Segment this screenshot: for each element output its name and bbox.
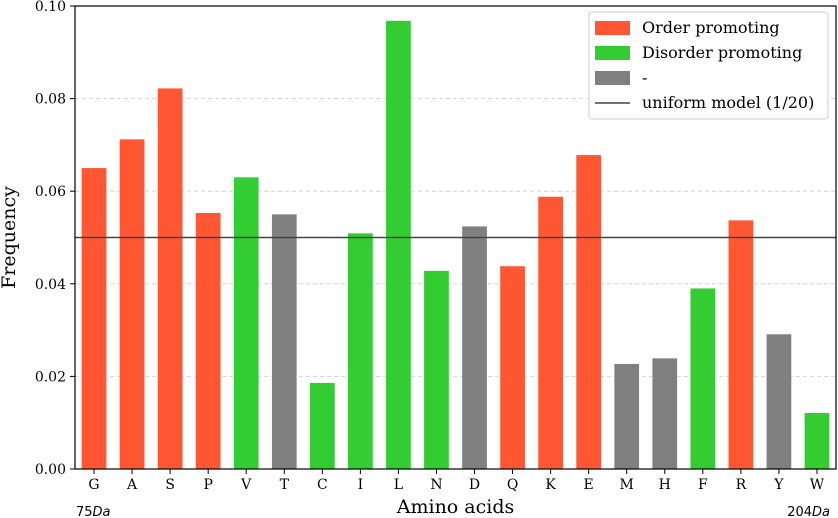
legend-box <box>588 11 829 120</box>
x-tick-label-G: G <box>88 477 99 493</box>
legend-swatch-disorder <box>595 46 630 60</box>
x-tick-label-S: S <box>165 477 175 493</box>
x-tick-label-Y: Y <box>773 477 784 493</box>
legend-label-neutral: - <box>642 68 647 87</box>
y-tick-label: 0.08 <box>35 92 66 108</box>
x-tick-label-P: P <box>203 477 212 493</box>
bar-Y <box>766 334 792 469</box>
x-tick-label-F: F <box>698 477 708 493</box>
y-tick-label: 0.02 <box>35 369 66 385</box>
x-tick-label-T: T <box>280 477 290 493</box>
legend-label-uniform: uniform model (1/20) <box>642 93 814 112</box>
y-axis-ticks: 0.00 0.02 0.04 0.06 0.08 0.10 <box>35 0 75 478</box>
x-axis-label: Amino acids <box>396 496 515 518</box>
x-tick-label-M: M <box>620 477 634 493</box>
bar-V <box>233 177 259 469</box>
annotation-left-unit: Da <box>93 505 111 518</box>
y-tick-label: 0.06 <box>35 184 66 200</box>
bar-N <box>424 270 449 469</box>
legend-label-order: Order promoting <box>642 18 780 37</box>
bar-Q <box>500 266 525 469</box>
annotation-left-mass: 75Da <box>76 505 111 518</box>
legend: Order promoting Disorder promoting - unifor… <box>588 11 829 120</box>
y-tick-label: 0.04 <box>35 277 66 293</box>
x-tick-label-K: K <box>545 477 556 493</box>
x-tick-label-Q: Q <box>507 477 518 493</box>
annotation-left-number: 75 <box>76 505 93 518</box>
bar-L <box>386 20 411 469</box>
bar-T <box>271 214 297 469</box>
bar-A <box>119 139 145 469</box>
bar-G <box>81 168 107 470</box>
legend-label-disorder: Disorder promoting <box>642 43 802 62</box>
annotation-right-unit: Da <box>812 505 830 518</box>
legend-swatch-order <box>595 21 630 35</box>
bar-F <box>690 288 716 469</box>
bar-W <box>804 412 830 469</box>
x-tick-label-W: W <box>810 477 825 493</box>
bar-S <box>157 88 183 469</box>
bar-M <box>614 363 640 469</box>
bar-R <box>728 220 754 469</box>
x-tick-label-E: E <box>584 477 594 493</box>
bars <box>81 20 830 470</box>
bar-H <box>652 358 678 469</box>
x-tick-label-R: R <box>736 477 747 493</box>
x-tick-label-D: D <box>469 477 480 493</box>
x-tick-label-L: L <box>394 477 403 493</box>
x-tick-label-I: I <box>358 477 364 493</box>
x-tick-label-H: H <box>659 477 671 493</box>
y-tick-label: 0.00 <box>35 462 66 478</box>
bar-D <box>462 226 487 469</box>
plot-frame <box>74 5 837 470</box>
bar-I <box>348 233 373 469</box>
bar-P <box>195 212 221 469</box>
x-tick-label-V: V <box>240 477 252 493</box>
legend-swatch-neutral <box>595 71 630 85</box>
y-tick-label: 0.10 <box>35 0 66 15</box>
x-tick-label-N: N <box>430 477 442 493</box>
annotation-right-number: 204 <box>787 505 812 518</box>
bar-K <box>538 196 563 470</box>
x-tick-label-C: C <box>317 477 328 493</box>
annotation-right-mass: 204Da <box>787 505 830 518</box>
bar-C <box>309 382 335 469</box>
y-axis-label: Frequency <box>0 186 20 289</box>
bar-E <box>576 155 602 469</box>
x-tick-label-A: A <box>126 477 138 493</box>
